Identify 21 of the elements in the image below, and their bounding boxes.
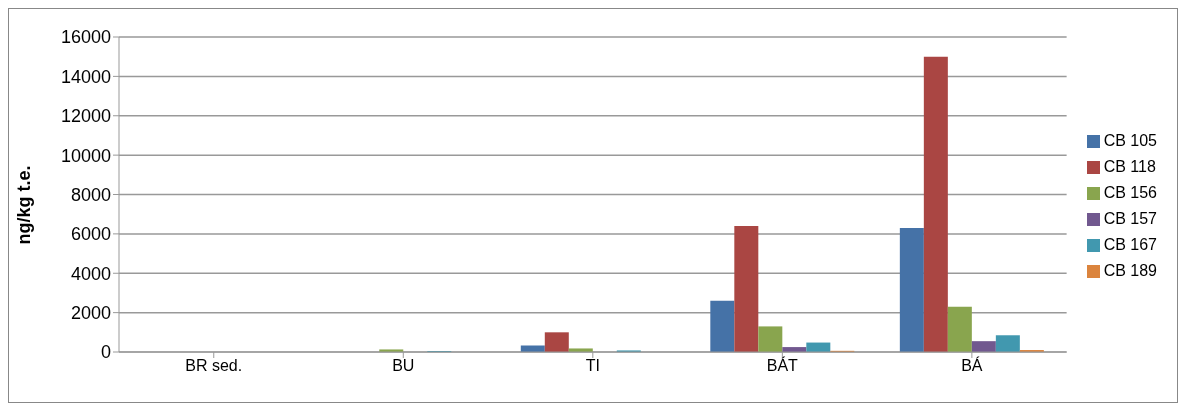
y-tick-label: 16000 bbox=[60, 27, 111, 48]
y-tick-label: 2000 bbox=[70, 303, 111, 324]
y-axis-title: ng/kg t.e. bbox=[14, 165, 35, 245]
x-tick-label: BÁT bbox=[766, 356, 799, 375]
y-tick-label: 10000 bbox=[60, 145, 111, 166]
y-tick-label: 4000 bbox=[70, 263, 111, 284]
y-tick-label: 8000 bbox=[70, 184, 111, 205]
x-tick-label: BU bbox=[392, 357, 415, 375]
x-tick-label: TI bbox=[585, 357, 600, 375]
y-tick-label: 12000 bbox=[60, 106, 111, 127]
y-tick-label: 14000 bbox=[60, 66, 111, 87]
legend-label: CB 189 bbox=[1103, 261, 1157, 279]
legend-label: CB 156 bbox=[1103, 183, 1157, 201]
legend-label: CB 157 bbox=[1103, 209, 1157, 227]
legend-label: CB 105 bbox=[1103, 131, 1157, 149]
y-tick-label: 0 bbox=[100, 342, 111, 363]
y-tick-label: 6000 bbox=[70, 224, 111, 245]
legend-label: CB 167 bbox=[1103, 235, 1157, 253]
x-tick-label: BR sed. bbox=[185, 357, 243, 375]
x-tick-label: BÁ bbox=[961, 356, 983, 375]
legend-label: CB 118 bbox=[1103, 157, 1156, 175]
